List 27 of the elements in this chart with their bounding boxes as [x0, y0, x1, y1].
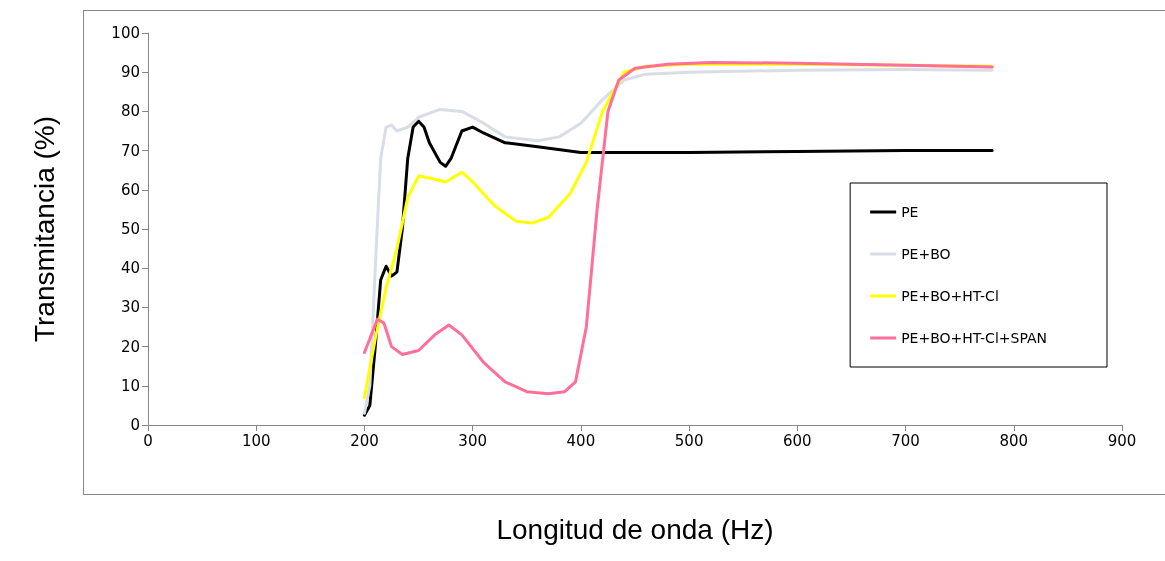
legend-label: PE+BO+HT-Cl+SPAN [901, 330, 1048, 346]
y-tick-label: 80 [120, 102, 140, 121]
x-tick-label: 100 [241, 431, 271, 450]
y-axis-title: Transmitancia (%) [28, 115, 60, 343]
y-tick-label: 100 [111, 24, 140, 42]
x-tick-label: 700 [891, 431, 920, 450]
x-tick-label: 0 [143, 431, 153, 450]
x-tick-label: 400 [566, 431, 596, 450]
x-axis-title: Longitud de onda (Hz) [496, 513, 774, 545]
legend-label: PE [901, 204, 919, 220]
x-tick-label: 300 [458, 431, 487, 450]
y-tick-label: 30 [120, 298, 140, 317]
x-tick-label: 200 [350, 431, 379, 450]
y-tick-label: 70 [120, 141, 140, 160]
y-tick-label: 40 [120, 259, 140, 278]
x-tick-label: 600 [783, 431, 812, 450]
y-tick-label: 10 [120, 376, 140, 395]
x-tick-label: 800 [999, 431, 1029, 450]
y-tick-label: 90 [120, 63, 140, 82]
legend-label: PE+BO [901, 246, 951, 262]
legend-label: PE+BO+HT-Cl [901, 288, 999, 304]
y-tick-label: 0 [130, 416, 140, 434]
x-tick-label: 900 [1107, 431, 1137, 450]
y-tick-label: 20 [120, 337, 140, 356]
x-tick-label: 500 [674, 431, 704, 450]
y-tick-label: 50 [120, 220, 140, 238]
y-tick-label: 60 [120, 180, 140, 199]
